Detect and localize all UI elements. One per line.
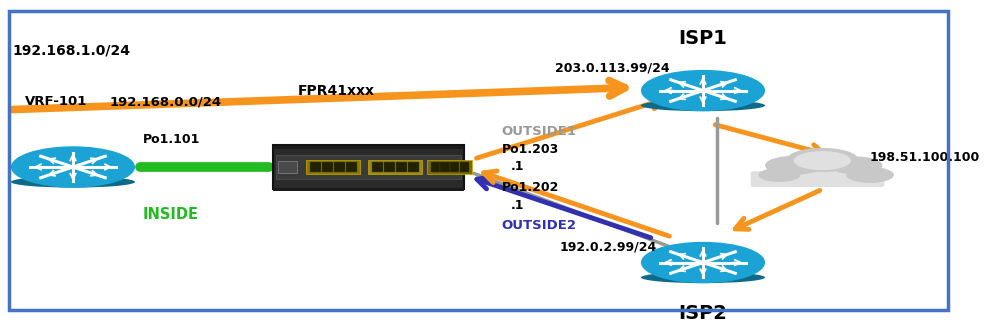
FancyBboxPatch shape: [276, 155, 461, 179]
FancyBboxPatch shape: [427, 160, 472, 174]
Ellipse shape: [641, 257, 765, 268]
Circle shape: [786, 148, 858, 172]
Text: ISP1: ISP1: [679, 29, 728, 48]
Text: OUTSIDE2: OUTSIDE2: [502, 219, 577, 233]
FancyBboxPatch shape: [460, 162, 469, 173]
Text: 192.168.1.0/24: 192.168.1.0/24: [13, 44, 131, 58]
Text: FPR41xxx: FPR41xxx: [297, 84, 374, 97]
Text: 198.51.100.100: 198.51.100.100: [870, 151, 980, 164]
FancyBboxPatch shape: [383, 162, 395, 173]
Circle shape: [11, 146, 135, 188]
Ellipse shape: [641, 100, 765, 111]
FancyBboxPatch shape: [273, 146, 464, 150]
Text: 203.0.113.99/24: 203.0.113.99/24: [555, 62, 670, 75]
Text: VRF-101: VRF-101: [25, 95, 88, 108]
FancyBboxPatch shape: [273, 145, 464, 189]
Text: .1: .1: [511, 160, 525, 173]
Circle shape: [641, 242, 765, 283]
Ellipse shape: [11, 161, 135, 173]
Ellipse shape: [641, 272, 765, 283]
Circle shape: [829, 156, 882, 174]
FancyBboxPatch shape: [372, 162, 383, 173]
FancyBboxPatch shape: [368, 160, 422, 174]
Text: .1: .1: [511, 199, 525, 212]
Text: Po1.202: Po1.202: [502, 181, 559, 194]
Circle shape: [758, 168, 800, 182]
FancyBboxPatch shape: [321, 162, 333, 173]
Text: INSIDE: INSIDE: [143, 207, 199, 222]
Ellipse shape: [11, 176, 135, 188]
Text: Po1.203: Po1.203: [502, 143, 559, 156]
FancyBboxPatch shape: [273, 188, 464, 191]
FancyBboxPatch shape: [395, 162, 407, 173]
FancyBboxPatch shape: [431, 162, 440, 173]
FancyBboxPatch shape: [306, 160, 360, 174]
Ellipse shape: [641, 85, 765, 96]
FancyBboxPatch shape: [450, 162, 459, 173]
Text: Po1.101: Po1.101: [143, 133, 200, 146]
FancyBboxPatch shape: [440, 162, 450, 173]
Text: ISP2: ISP2: [679, 304, 728, 323]
FancyBboxPatch shape: [333, 162, 345, 173]
Circle shape: [641, 70, 765, 111]
Text: OUTSIDE1: OUTSIDE1: [502, 126, 577, 138]
Text: 192.168.0.0/24: 192.168.0.0/24: [109, 95, 222, 108]
FancyBboxPatch shape: [278, 161, 297, 173]
FancyBboxPatch shape: [407, 162, 419, 173]
FancyBboxPatch shape: [345, 162, 357, 173]
FancyBboxPatch shape: [309, 162, 321, 173]
Text: 192.0.2.99/24: 192.0.2.99/24: [560, 240, 657, 253]
FancyBboxPatch shape: [750, 171, 884, 187]
Circle shape: [793, 151, 851, 170]
Circle shape: [765, 156, 822, 175]
Circle shape: [846, 167, 894, 183]
